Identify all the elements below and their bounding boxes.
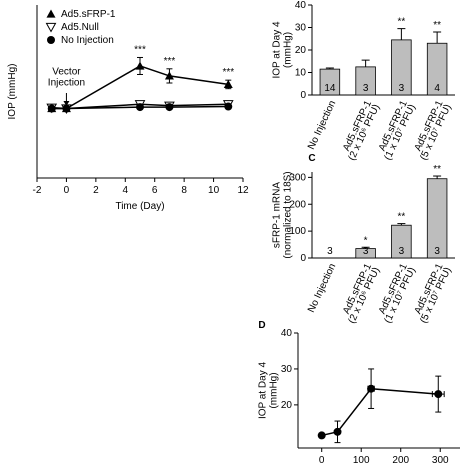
y-tick-label: 30: [281, 364, 293, 375]
marker: [224, 102, 233, 111]
x-tick-label: 4: [123, 185, 129, 196]
significance-label: **: [433, 20, 441, 31]
marker: [136, 103, 144, 112]
x-tick-label: 100: [353, 455, 370, 466]
panel-label: C: [308, 153, 315, 164]
n-label: 3: [363, 246, 369, 257]
x-tick-label: 2: [93, 185, 99, 196]
n-label: 3: [363, 83, 369, 94]
marker: [223, 79, 233, 89]
y-tick-label: 40: [281, 328, 293, 339]
significance-label: **: [397, 211, 405, 222]
x-tick-label: 6: [152, 185, 158, 196]
y-tick-label: 0: [300, 253, 306, 264]
n-label: 4: [434, 83, 440, 94]
significance-label: **: [433, 164, 441, 175]
x-tick-label: 0: [319, 455, 325, 466]
x-tick-label: No Injection: [306, 99, 338, 152]
n-label: 3: [399, 83, 405, 94]
significance-label: ***: [222, 67, 234, 78]
significance-label: ***: [134, 44, 146, 55]
x-axis-label: Time (Day): [115, 201, 164, 212]
x-tick-label: 200: [392, 455, 409, 466]
y-tick-label: 300: [289, 172, 306, 183]
marker: [333, 427, 342, 436]
y-axis-label: IOP at Day 4(mmHg): [271, 21, 293, 79]
y-tick-label: 0: [300, 90, 306, 101]
x-tick-label: 300: [432, 455, 449, 466]
x-tick-label: No Injection: [306, 262, 338, 315]
marker: [164, 71, 174, 80]
n-label: 14: [324, 83, 336, 94]
n-label: 3: [399, 246, 405, 257]
x-tick-label: 0: [64, 185, 70, 196]
x-tick-label: Ad5.sFRP-1(2 x 10⁶ PFU): [338, 261, 382, 325]
legend-label: No Injection: [61, 35, 114, 46]
significance-label: ***: [164, 55, 176, 66]
y-axis-label: IOP at Day 4(mmHg): [257, 362, 279, 420]
x-tick-label: -2: [33, 185, 42, 196]
x-tick-label: Ad5.sFRP-1(2 x 10⁶ PFU): [338, 98, 382, 162]
marker: [367, 384, 376, 393]
series-line: [321, 387, 439, 437]
marker: [165, 103, 174, 112]
x-tick-label: 10: [208, 185, 220, 196]
y-axis-label: IOP (mmHg): [7, 64, 18, 120]
y-tick-label: 40: [295, 0, 307, 11]
y-axis-label: sFRP-1 mRNA(normalized to 18S): [271, 171, 293, 258]
significance-label: *: [364, 235, 368, 246]
legend-label: Ad5.Null: [61, 22, 99, 33]
y-tick-label: 20: [281, 400, 293, 411]
y-tick-label: 100: [289, 226, 306, 237]
legend-marker: [47, 36, 55, 44]
y-tick-label: 10: [295, 67, 307, 78]
marker: [434, 390, 443, 399]
legend-label: Ad5.sFRP-1: [61, 9, 116, 20]
annotation-arrowhead: [63, 101, 70, 106]
legend-marker: [45, 22, 57, 33]
annotation: Vector Injection: [48, 66, 85, 88]
marker: [47, 104, 56, 113]
y-tick-label: 30: [295, 22, 307, 33]
x-tick-label: 12: [237, 185, 249, 196]
marker: [135, 61, 145, 70]
x-tick-label: 8: [181, 185, 187, 196]
y-tick-label: 200: [289, 199, 306, 210]
n-label: 3: [434, 246, 440, 257]
significance-label: **: [397, 16, 405, 27]
legend-marker: [46, 9, 56, 18]
panel-label: D: [258, 320, 265, 331]
n-label: 3: [327, 246, 333, 257]
marker: [317, 431, 326, 440]
y-tick-label: 20: [295, 45, 307, 56]
marker: [62, 104, 71, 113]
